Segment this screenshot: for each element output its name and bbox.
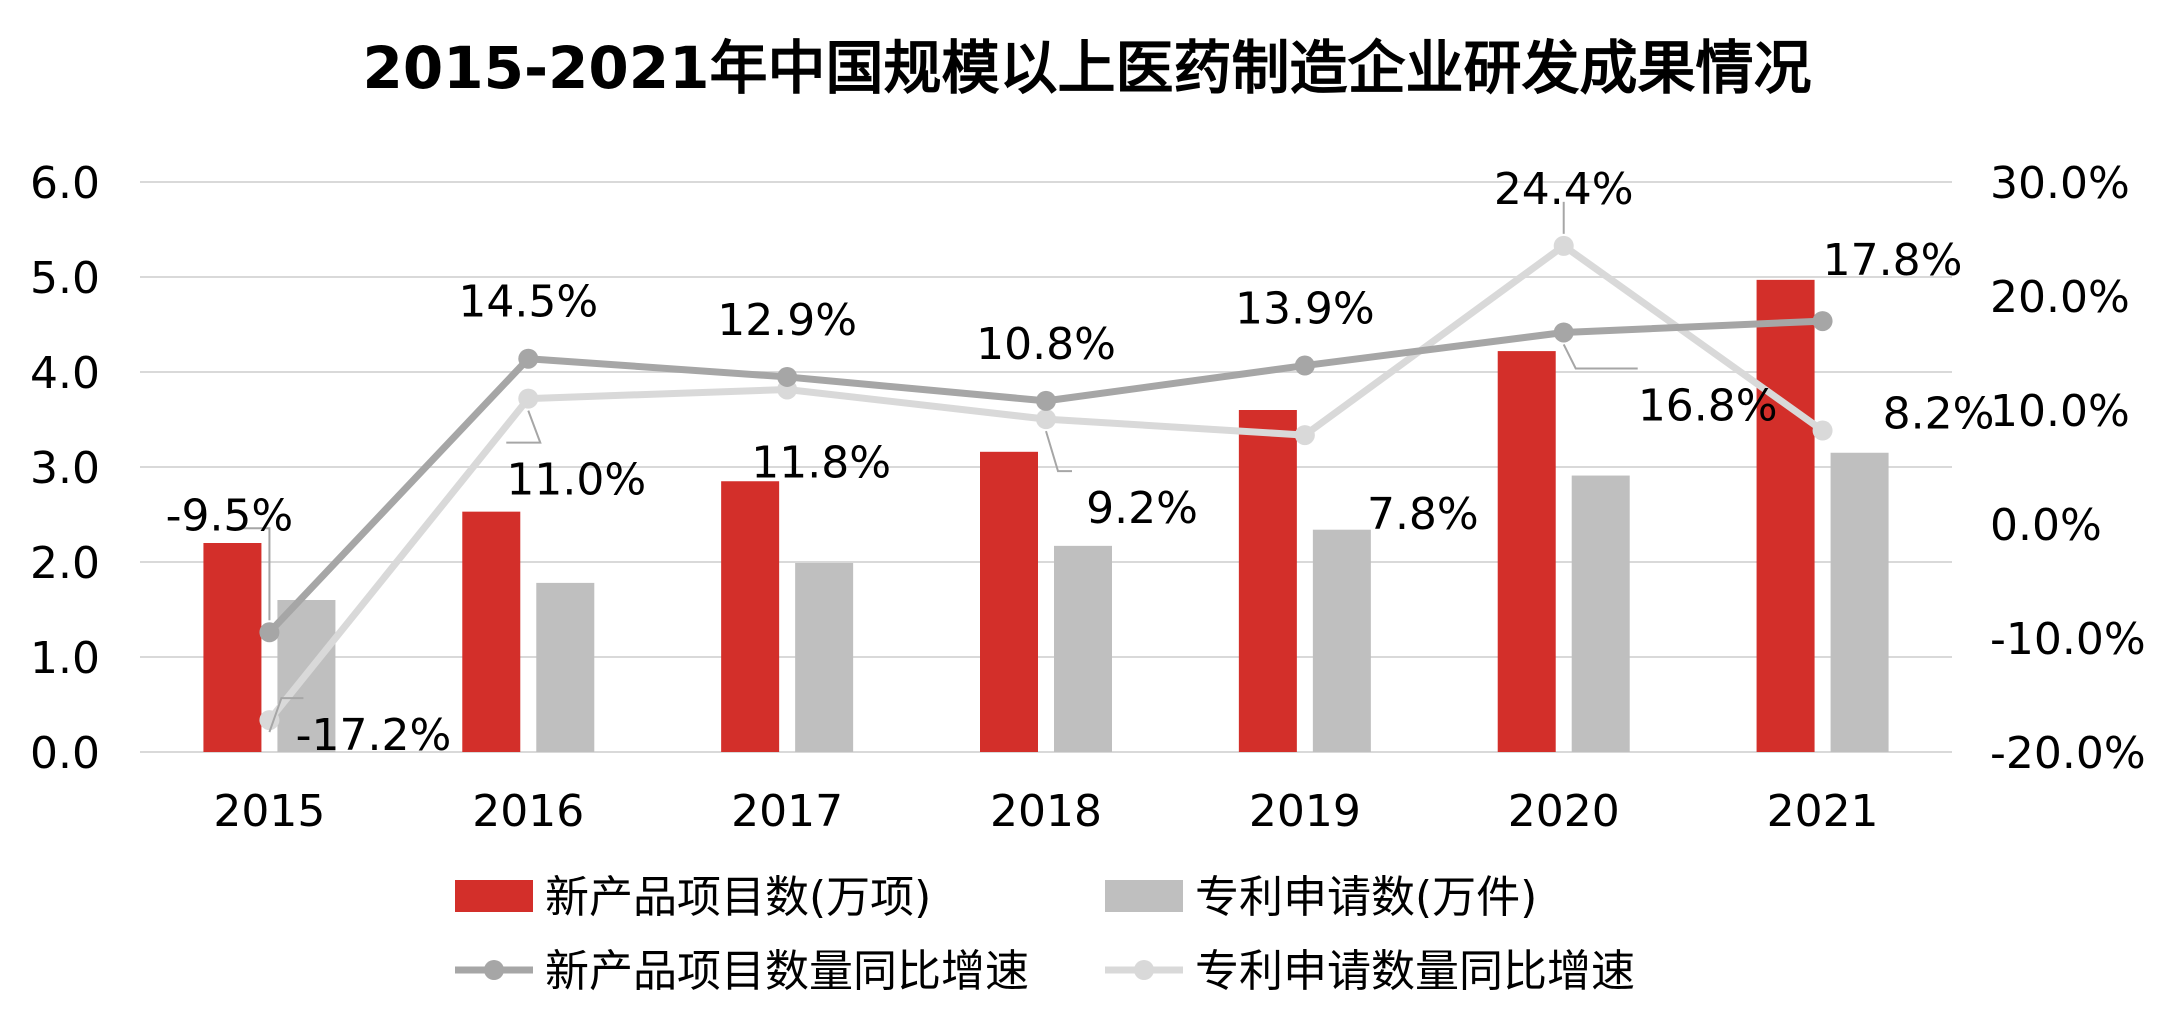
right-tick-label: 0.0%	[1990, 500, 2102, 551]
data-label-new-product-growth-2020: 16.8%	[1638, 380, 1778, 431]
legend-new-product-swatch	[455, 880, 533, 912]
label-leader	[268, 697, 304, 733]
left-tick-label: 5.0	[30, 253, 100, 304]
x-tick-label: 2019	[1249, 786, 1361, 837]
label-leader	[1045, 430, 1072, 473]
left-tick-label: 6.0	[30, 158, 100, 209]
legend-new-product: 新产品项目数(万项)	[455, 872, 931, 923]
legend-patent-growth-label: 专利申请数量同比增速	[1195, 946, 1635, 997]
point-new-product-growth-2018	[1036, 390, 1056, 411]
point-patent-growth-2018	[1036, 409, 1056, 430]
point-patent-growth-2019	[1294, 425, 1315, 446]
bar-new-product-2015	[203, 543, 262, 752]
x-tick-label: 2021	[1767, 786, 1879, 837]
bar-new-product-2019	[1238, 410, 1297, 752]
legend-new-product-growth: 新产品项目数量同比增速	[455, 946, 1029, 997]
data-label-patent-growth-2021: 8.2%	[1883, 389, 1995, 440]
legend-patent: 专利申请数(万件)	[1105, 872, 1537, 923]
right-tick-label: 30.0%	[1990, 158, 2130, 209]
bar-new-product-2018	[980, 451, 1038, 752]
right-y-axis: -20.0% -10.0% 0.0% 10.0% 20.0% 30.0%	[1990, 158, 2146, 779]
data-label-new-product-growth-2015: -9.5%	[166, 490, 294, 541]
point-new-product-growth-2016	[518, 348, 539, 369]
label-leader	[229, 527, 271, 621]
legend: 新产品项目数(万项) 专利申请数(万件) 新产品项目数量同比增速 专利申请数量同比增速	[455, 872, 1635, 997]
point-new-product-growth-2015	[259, 622, 280, 643]
data-label-patent-growth-2018: 9.2%	[1086, 483, 1198, 534]
left-tick-label: 1.0	[30, 633, 100, 684]
lines	[259, 235, 1833, 731]
data-label-patent-growth-2015: -17.2%	[296, 710, 452, 761]
legend-new-product-label: 新产品项目数(万项)	[545, 872, 931, 923]
label-leader	[506, 410, 542, 444]
left-tick-label: 2.0	[30, 538, 100, 589]
legend-patent-growth: 专利申请数量同比增速	[1105, 946, 1635, 997]
bar-patent-2016	[536, 582, 595, 752]
point-patent-growth-2016	[518, 388, 539, 409]
data-label-new-product-growth-2021: 17.8%	[1823, 235, 1963, 286]
left-tick-label: 0.0	[30, 728, 100, 779]
x-tick-label: 2017	[731, 786, 843, 837]
legend-patent-swatch	[1105, 880, 1183, 912]
data-label-patent-growth-2020: 24.4%	[1494, 164, 1634, 215]
bar-new-product-2016	[462, 511, 521, 752]
data-label-patent-growth-2017: 11.8%	[751, 437, 891, 488]
legend-new-product-growth-marker	[484, 960, 504, 980]
point-new-product-growth-2019	[1294, 355, 1315, 376]
x-axis: 2015 2016 2017 2018 2019 2020 2021	[213, 786, 1878, 837]
bar-patent-2019	[1312, 529, 1371, 752]
data-label-new-product-growth-2016: 14.5%	[458, 277, 598, 328]
legend-new-product-growth-label: 新产品项目数量同比增速	[545, 946, 1029, 997]
bar-patent-2018	[1054, 545, 1112, 752]
point-new-product-growth-2017	[777, 366, 798, 387]
right-tick-label: 10.0%	[1990, 386, 2130, 437]
right-tick-label: -10.0%	[1990, 614, 2146, 665]
point-patent-growth-2021	[1812, 420, 1833, 441]
data-label-new-product-growth-2017: 12.9%	[717, 295, 857, 346]
bar-patent-2020	[1571, 475, 1630, 752]
label-leaders	[229, 201, 1638, 733]
bar-new-product-2017	[721, 481, 780, 752]
label-leader	[1562, 344, 1638, 370]
right-tick-label: 20.0%	[1990, 272, 2130, 323]
bar-patent-2017	[795, 562, 854, 752]
gridlines	[140, 181, 1952, 753]
data-label-new-product-growth-2019: 13.9%	[1235, 284, 1375, 335]
legend-patent-label: 专利申请数(万件)	[1195, 872, 1537, 923]
bar-patent-2021	[1830, 452, 1889, 752]
data-labels: -9.5% 14.5% 12.9% 10.8% 13.9% 16.8% 17.8% -17.2…	[166, 164, 1995, 761]
bar-new-product-2021	[1756, 279, 1815, 752]
data-label-patent-growth-2016: 11.0%	[506, 455, 646, 506]
data-label-new-product-growth-2018: 10.8%	[976, 319, 1116, 370]
left-tick-label: 3.0	[30, 443, 100, 494]
data-label-patent-growth-2019: 7.8%	[1367, 489, 1479, 540]
left-y-axis: 0.0 1.0 2.0 3.0 4.0 5.0 6.0	[30, 158, 100, 779]
bars	[203, 279, 1889, 752]
x-tick-label: 2016	[472, 786, 584, 837]
chart-title: 2015-2021年中国规模以上医药制造企业研发成果情况	[363, 34, 1812, 102]
x-tick-label: 2018	[990, 786, 1102, 837]
x-tick-label: 2015	[213, 786, 325, 837]
left-tick-label: 4.0	[30, 348, 100, 399]
legend-patent-growth-marker	[1134, 960, 1154, 980]
right-tick-label: -20.0%	[1990, 728, 2146, 779]
x-tick-label: 2020	[1508, 786, 1620, 837]
point-new-product-growth-2021	[1812, 311, 1833, 332]
point-patent-growth-2020	[1553, 235, 1574, 256]
bar-new-product-2020	[1497, 351, 1556, 752]
point-new-product-growth-2020	[1553, 322, 1574, 343]
